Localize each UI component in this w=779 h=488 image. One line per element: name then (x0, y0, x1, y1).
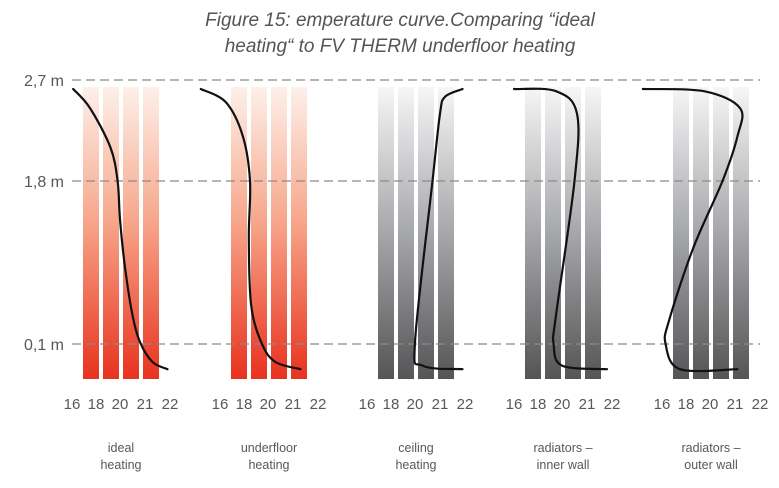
temperature-curve (641, 87, 744, 373)
y-tick-label: 1,8 m (24, 174, 64, 191)
x-tick-label: 18 (236, 396, 253, 413)
x-tick-label: 20 (112, 396, 129, 413)
x-tick-label: 20 (702, 396, 719, 413)
temperature-bar (693, 87, 709, 379)
temperature-curve (72, 87, 169, 371)
series-label-line2: heating (395, 458, 436, 472)
series-label-line1: underfloor (241, 441, 297, 455)
x-tick-label: 21 (579, 396, 596, 413)
series-label-line1: radiators – (681, 441, 740, 455)
temperature-bar (123, 87, 139, 379)
x-tick-label: 20 (407, 396, 424, 413)
temperature-bar (83, 87, 99, 379)
y-tick-label: 0,1 m (24, 337, 64, 354)
temperature-bar (291, 87, 307, 379)
x-tick-label: 22 (457, 396, 474, 413)
x-tick-label: 16 (506, 396, 523, 413)
x-tick-label: 20 (260, 396, 277, 413)
temperature-bar (143, 87, 159, 379)
x-tick-label: 21 (285, 396, 302, 413)
temperature-bar (378, 87, 394, 379)
temperature-bar (713, 87, 729, 379)
temperature-bar (525, 87, 541, 379)
temperature-bar (673, 87, 689, 379)
temperature-bar (438, 87, 454, 379)
temperature-bar (103, 87, 119, 379)
series-label-line2: inner wall (537, 458, 590, 472)
x-tick-label: 18 (88, 396, 105, 413)
temperature-curve (199, 87, 302, 371)
temperature-bar (585, 87, 601, 379)
y-tick-label: 2,7 m (24, 73, 64, 90)
x-tick-label: 21 (137, 396, 154, 413)
temperature-bar (271, 87, 287, 379)
chart-title-line1: Figure 15: emperature curve.Comparing “i… (205, 10, 595, 31)
series-label-line2: heating (100, 458, 141, 472)
temperature-bar (733, 87, 749, 379)
x-tick-label: 20 (554, 396, 571, 413)
series-label-line2: heating (248, 458, 289, 472)
x-tick-label: 21 (432, 396, 449, 413)
temperature-bar (251, 87, 267, 379)
series-label-line1: ideal (108, 441, 134, 455)
chart-title-line2: heating“ to FV THERM underfloor heating (224, 36, 576, 57)
temperature-curve (512, 87, 609, 371)
x-tick-label: 18 (678, 396, 695, 413)
x-tick-label: 18 (383, 396, 400, 413)
x-tick-label: 22 (752, 396, 769, 413)
x-tick-label: 22 (310, 396, 327, 413)
x-tick-label: 18 (530, 396, 547, 413)
temperature-bar (231, 87, 247, 379)
x-tick-label: 22 (162, 396, 179, 413)
x-tick-label: 16 (654, 396, 671, 413)
series-label-line1: ceiling (398, 441, 433, 455)
series-label-line1: radiators – (533, 441, 592, 455)
x-tick-label: 16 (64, 396, 81, 413)
series-label-line2: outer wall (684, 458, 738, 472)
x-tick-label: 16 (212, 396, 229, 413)
chart-title: Figure 15: emperature curve.Comparing “i… (120, 8, 680, 60)
temperature-bar (398, 87, 414, 379)
temperature-curve (413, 87, 464, 371)
x-tick-label: 21 (727, 396, 744, 413)
x-tick-label: 22 (604, 396, 621, 413)
x-tick-label: 16 (359, 396, 376, 413)
